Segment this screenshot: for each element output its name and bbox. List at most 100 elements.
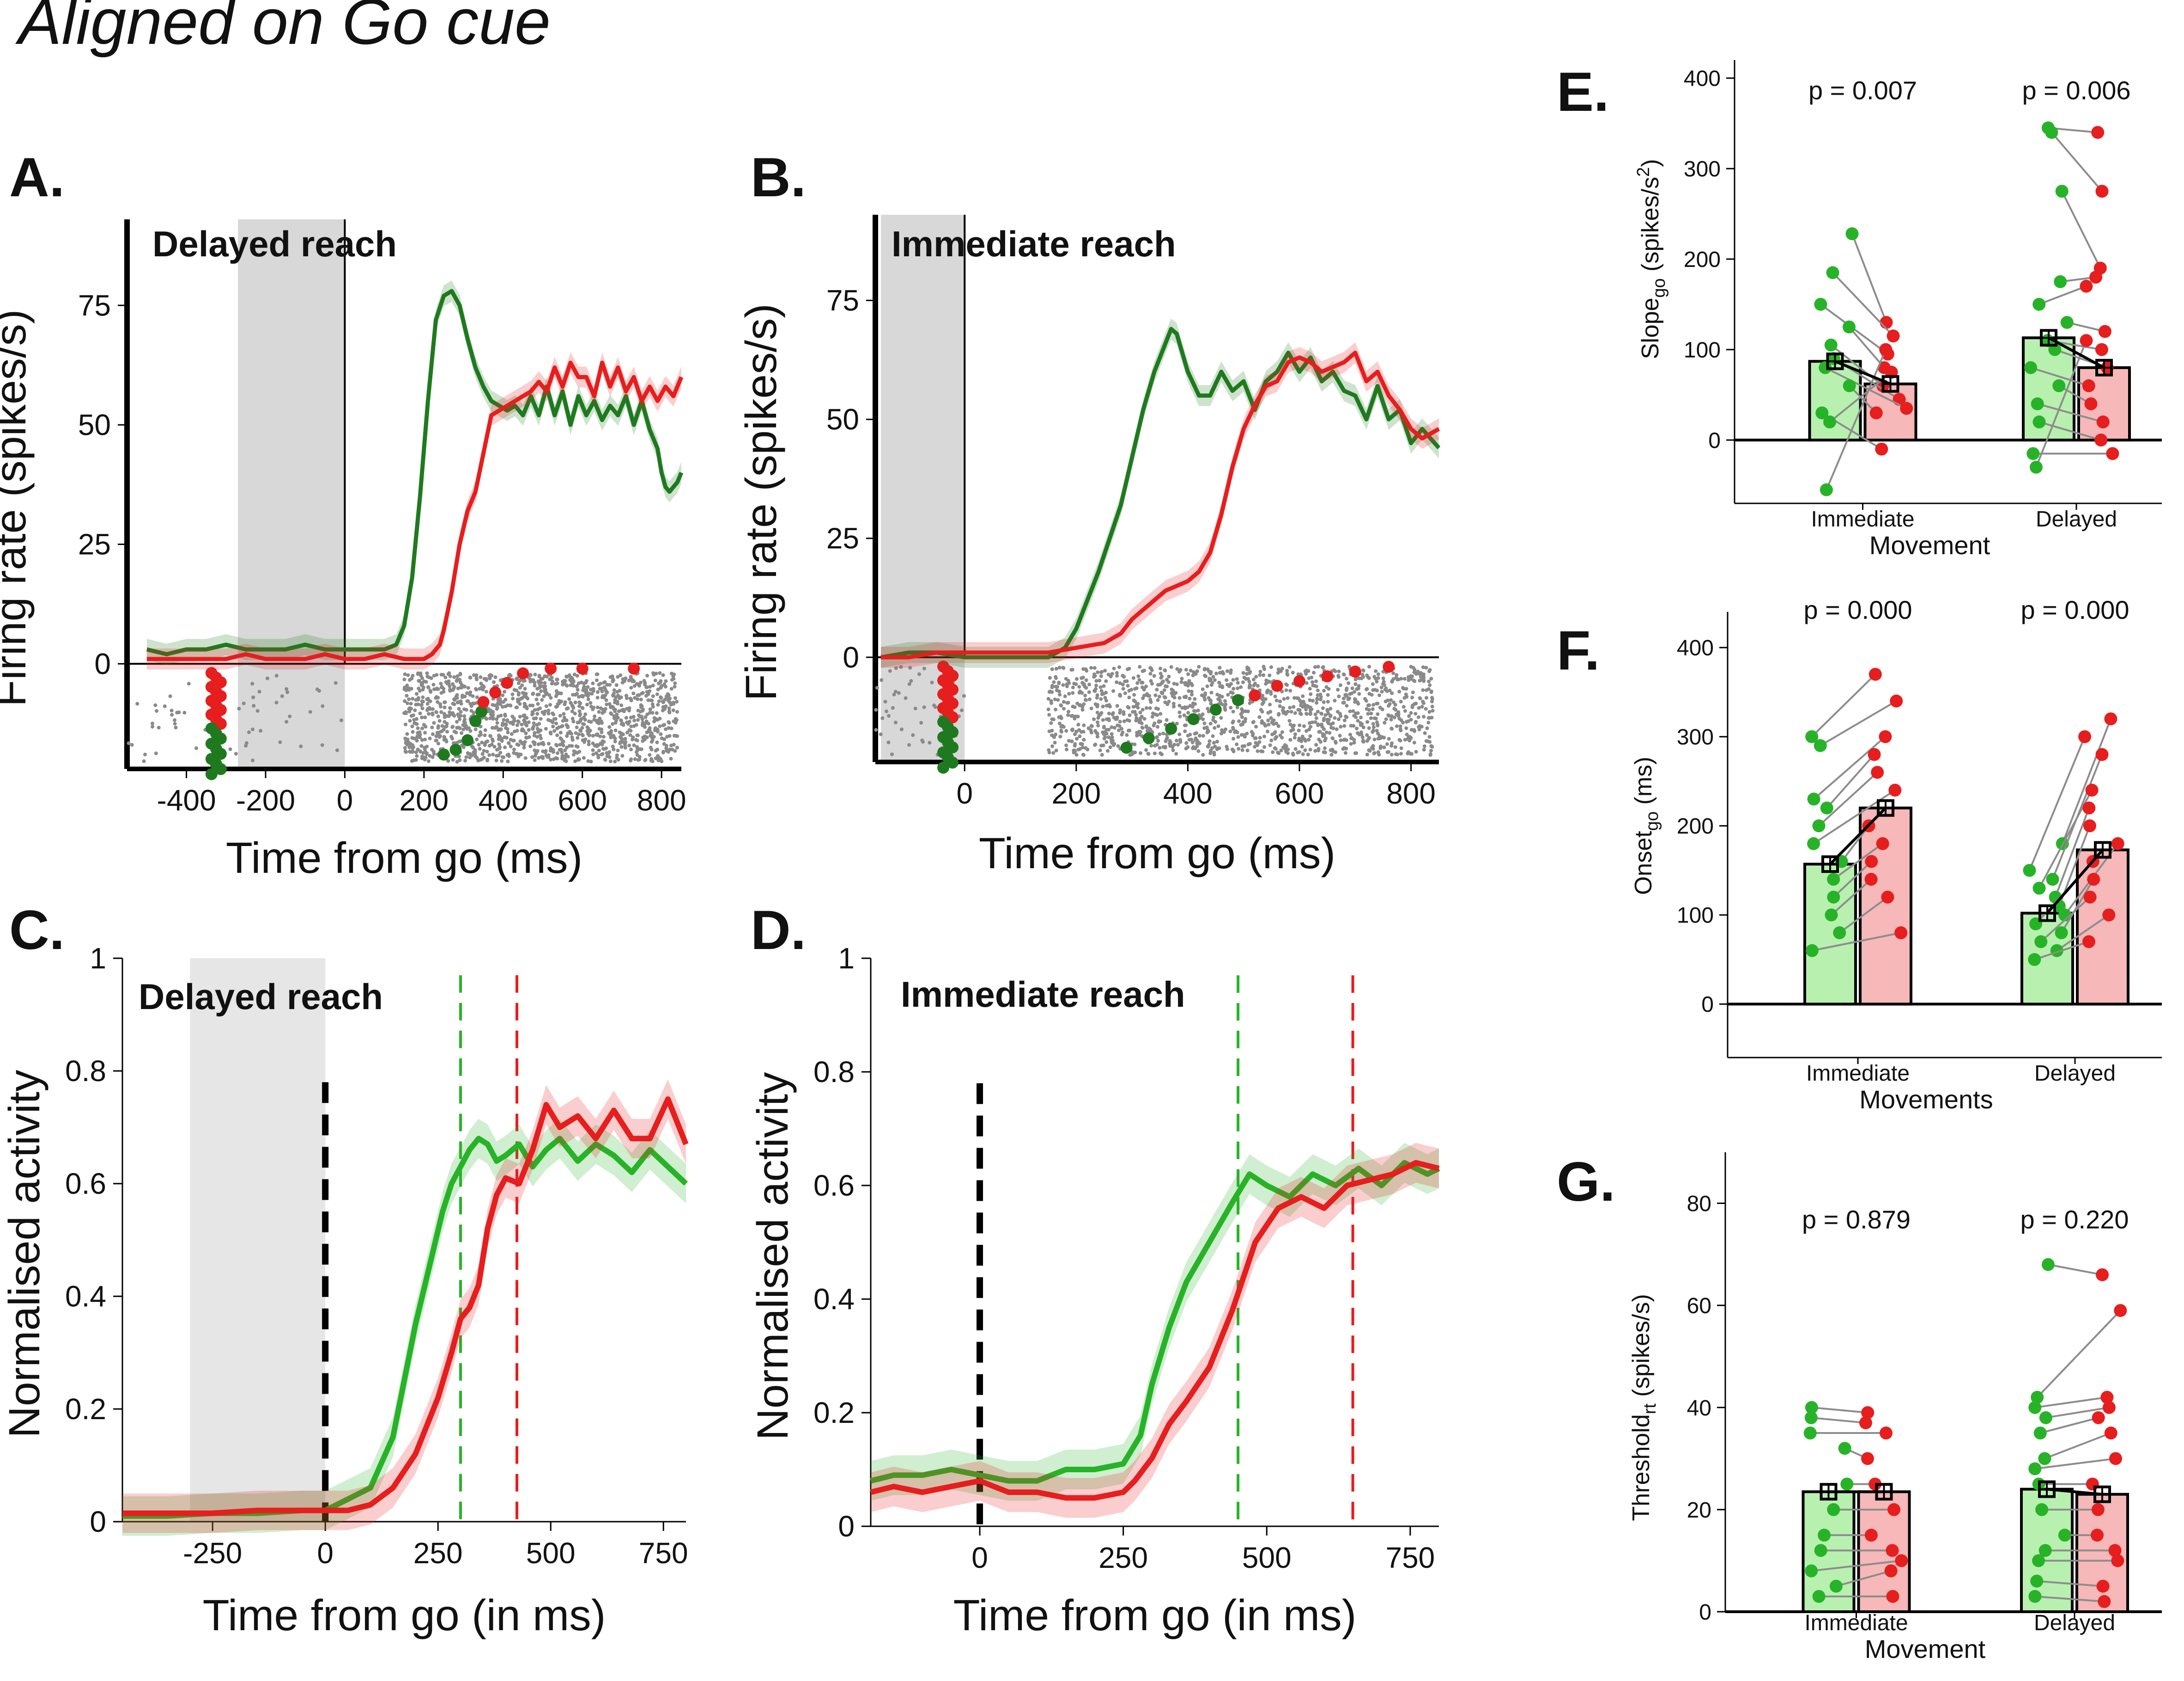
raster-spike [1427, 716, 1432, 720]
raster-spike [434, 738, 438, 743]
raster-spike [1219, 701, 1223, 705]
raster-spike [321, 704, 325, 708]
raster-spike [1122, 710, 1126, 714]
raster-spike [495, 721, 499, 725]
raster-spike [475, 738, 479, 742]
raster-spike [1281, 745, 1285, 750]
raster-spike [1240, 707, 1244, 711]
onset-marker-green [449, 744, 462, 756]
y-tick-label: 300 [1677, 725, 1714, 750]
raster-spike [1149, 679, 1153, 683]
raster-spike [1369, 711, 1373, 715]
raster-spike [659, 732, 663, 736]
raster-spike [1059, 703, 1063, 707]
raster-spike [1070, 727, 1074, 732]
raster-spike [278, 740, 282, 744]
raster-spike [1069, 668, 1074, 672]
x-tick-label: -250 [183, 1536, 242, 1570]
raster-spike [442, 687, 446, 691]
raster-spike [891, 706, 895, 710]
raster-spike [1355, 726, 1359, 731]
raster-spike [874, 708, 878, 712]
raster-spike [535, 723, 539, 727]
raster-spike [899, 727, 904, 732]
raster-spike [1318, 730, 1322, 734]
raster-spike [434, 734, 438, 738]
raster-spike [411, 713, 415, 717]
raster-spike [875, 686, 879, 690]
raster-spike [1377, 693, 1382, 697]
pair-line [1813, 789, 1896, 845]
raster-spike [1390, 727, 1394, 731]
raster-spike [1385, 742, 1389, 746]
raster-spike [1260, 710, 1264, 714]
pair-line [1820, 700, 1897, 747]
y-axis-label: Thresholdrt (spikes/s) [1628, 1294, 1660, 1521]
raster-spike [583, 712, 588, 716]
raster-spike [1118, 693, 1122, 697]
raster-spike [645, 730, 649, 734]
pair-line [1832, 843, 1883, 880]
raster-spike [1225, 669, 1229, 673]
raster-spike [1414, 712, 1418, 716]
raster-spike [1236, 686, 1240, 690]
raster-spike [411, 746, 415, 750]
raster-spike [497, 733, 501, 738]
point-green [2032, 415, 2046, 429]
raster-spike [1310, 680, 1315, 684]
raster-spike [654, 749, 658, 753]
point-red [1879, 1427, 1893, 1440]
raster-spike [1266, 711, 1270, 715]
raster-spike [1132, 698, 1136, 702]
raster-spike [1336, 688, 1340, 692]
raster-spike [573, 701, 577, 705]
raster-spike [673, 684, 677, 689]
raster-spike [1180, 677, 1184, 681]
raster-spike [1242, 676, 1246, 680]
raster-spike [458, 717, 462, 721]
raster-spike [1092, 689, 1097, 693]
point-red [1886, 1590, 1899, 1603]
raster-spike [568, 678, 572, 682]
raster-spike [443, 705, 447, 709]
raster-spike [418, 711, 422, 715]
raster-spike [514, 705, 518, 709]
raster-spike [422, 723, 426, 727]
raster-spike [1111, 711, 1115, 715]
point-green [1812, 819, 1826, 833]
raster-spike [1245, 672, 1249, 676]
raster-spike [1359, 715, 1363, 720]
point-red [2087, 873, 2100, 886]
raster-spike [1058, 734, 1062, 738]
onset-marker-green [1142, 732, 1155, 744]
raster-spike [648, 689, 652, 693]
x-tick-label: 0 [971, 1541, 988, 1574]
raster-spike [135, 701, 140, 706]
raster-spike [1376, 712, 1380, 716]
raster-spike [1159, 666, 1163, 671]
point-red [1880, 316, 1893, 329]
raster-spike [530, 710, 534, 714]
raster-spike [608, 759, 613, 763]
raster-spike [491, 752, 495, 756]
raster-spike [459, 710, 463, 714]
raster-spike [549, 719, 553, 723]
raster-spike [1308, 698, 1312, 702]
raster-spike [1350, 686, 1354, 690]
raster-spike [504, 736, 509, 740]
raster-spike [1392, 715, 1396, 720]
onset-marker-green [1232, 694, 1244, 707]
raster-spike [581, 694, 585, 698]
raster-spike [1310, 699, 1315, 703]
raster-spike [1384, 717, 1388, 721]
raster-spike [506, 731, 510, 735]
raster-spike [1083, 694, 1087, 698]
raster-spike [534, 716, 538, 720]
raster-spike [1240, 715, 1244, 719]
y-axis-label: Firing rate (spikes/s) [0, 309, 35, 707]
raster-spike [1410, 695, 1414, 700]
raster-spike [1237, 747, 1241, 751]
point-green [1840, 1477, 1854, 1491]
raster-spike [415, 734, 419, 738]
raster-spike [1326, 709, 1330, 713]
